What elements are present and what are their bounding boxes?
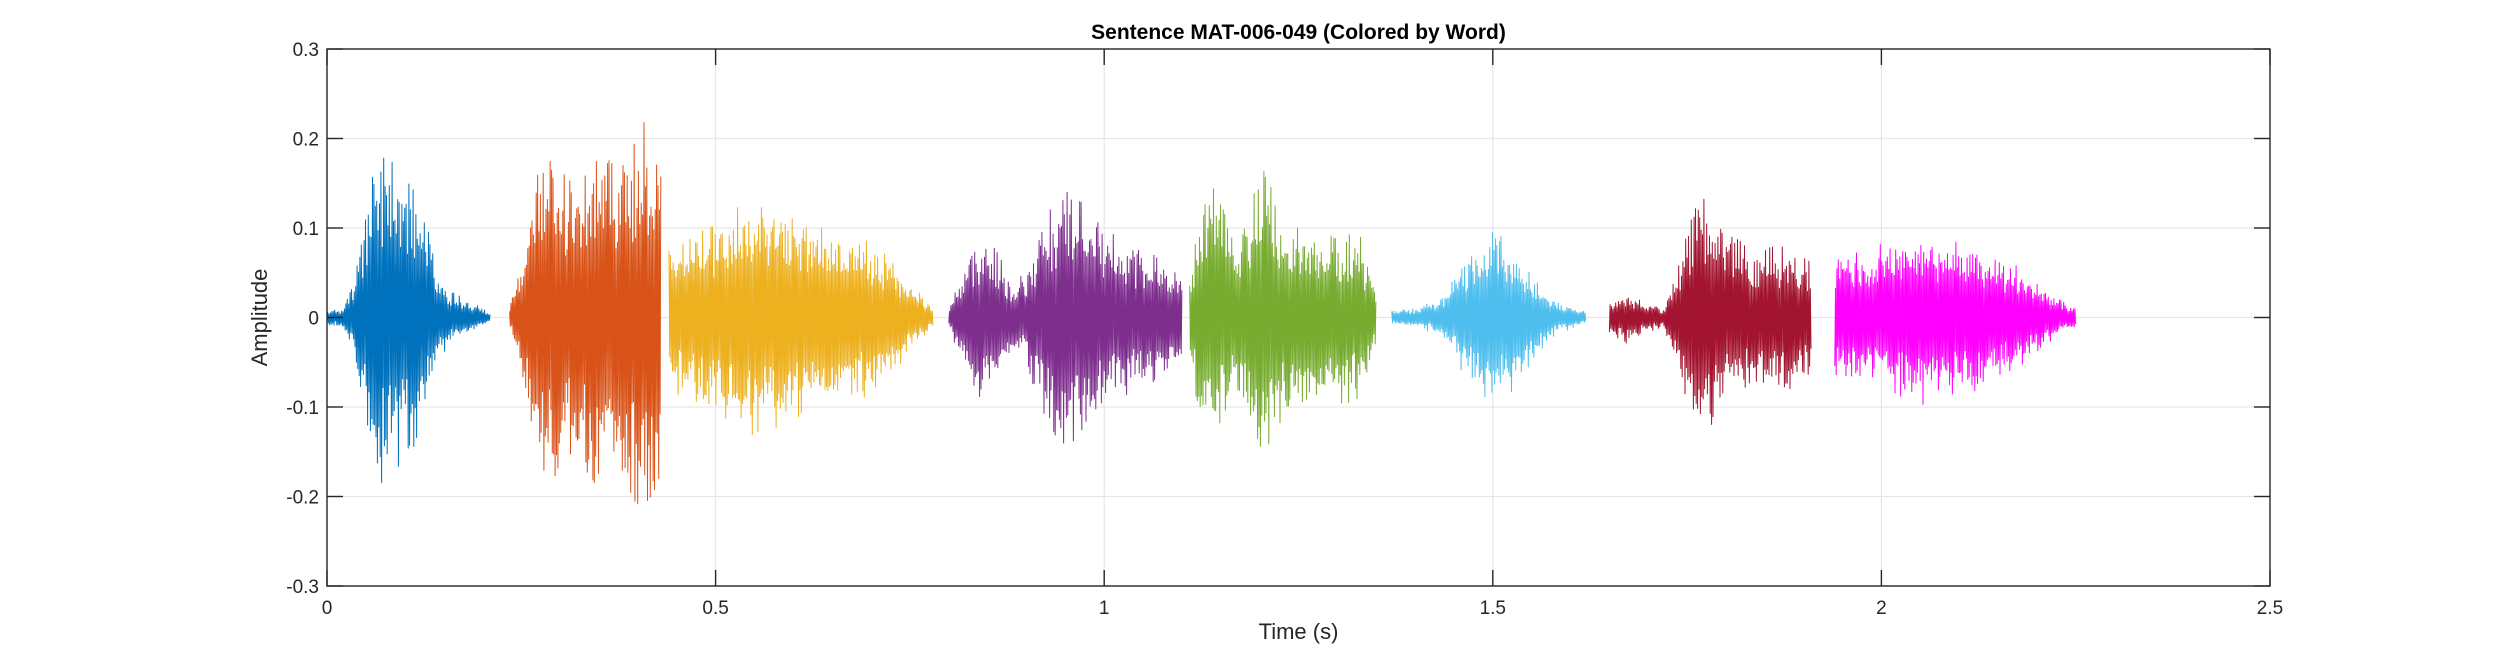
y-tick-label: -0.1 <box>286 398 319 419</box>
x-tick-label: 0.5 <box>702 598 728 619</box>
x-tick-label: 0 <box>322 598 333 619</box>
y-tick-label: 0 <box>308 309 319 330</box>
y-tick-label: 0.2 <box>293 130 319 151</box>
y-tick-label: -0.3 <box>286 577 319 598</box>
x-tick-label: 2 <box>1876 598 1887 619</box>
word-segment-7 <box>1608 198 1812 425</box>
word-segment-5 <box>1189 171 1377 447</box>
x-tick-label: 1.5 <box>1480 598 1506 619</box>
word-segment-3 <box>668 207 934 436</box>
word-segment-2 <box>509 122 662 505</box>
y-tick-label: 0.3 <box>293 40 319 61</box>
word-segment-4 <box>948 191 1183 444</box>
x-axis-label: Time (s) <box>1259 619 1339 644</box>
word-segment-8 <box>1834 241 2077 405</box>
y-tick-label: 0.1 <box>293 219 319 240</box>
y-axis-label: Amplitude <box>247 269 272 367</box>
word-segment-1 <box>326 157 491 484</box>
chart-title: Sentence MAT-006-049 (Colored by Word) <box>1091 21 1506 44</box>
y-tick-label: -0.2 <box>286 488 319 509</box>
waveform-plot <box>326 122 2077 505</box>
word-segment-6 <box>1391 231 1587 398</box>
x-tick-label: 1 <box>1099 598 1110 619</box>
axis-ticks: 0 0.5 1 1.5 2 2.5 -0.3 -0.2 -0.1 0 0.1 0.2 0.3 <box>286 40 2283 619</box>
x-tick-label: 2.5 <box>2257 598 2283 619</box>
